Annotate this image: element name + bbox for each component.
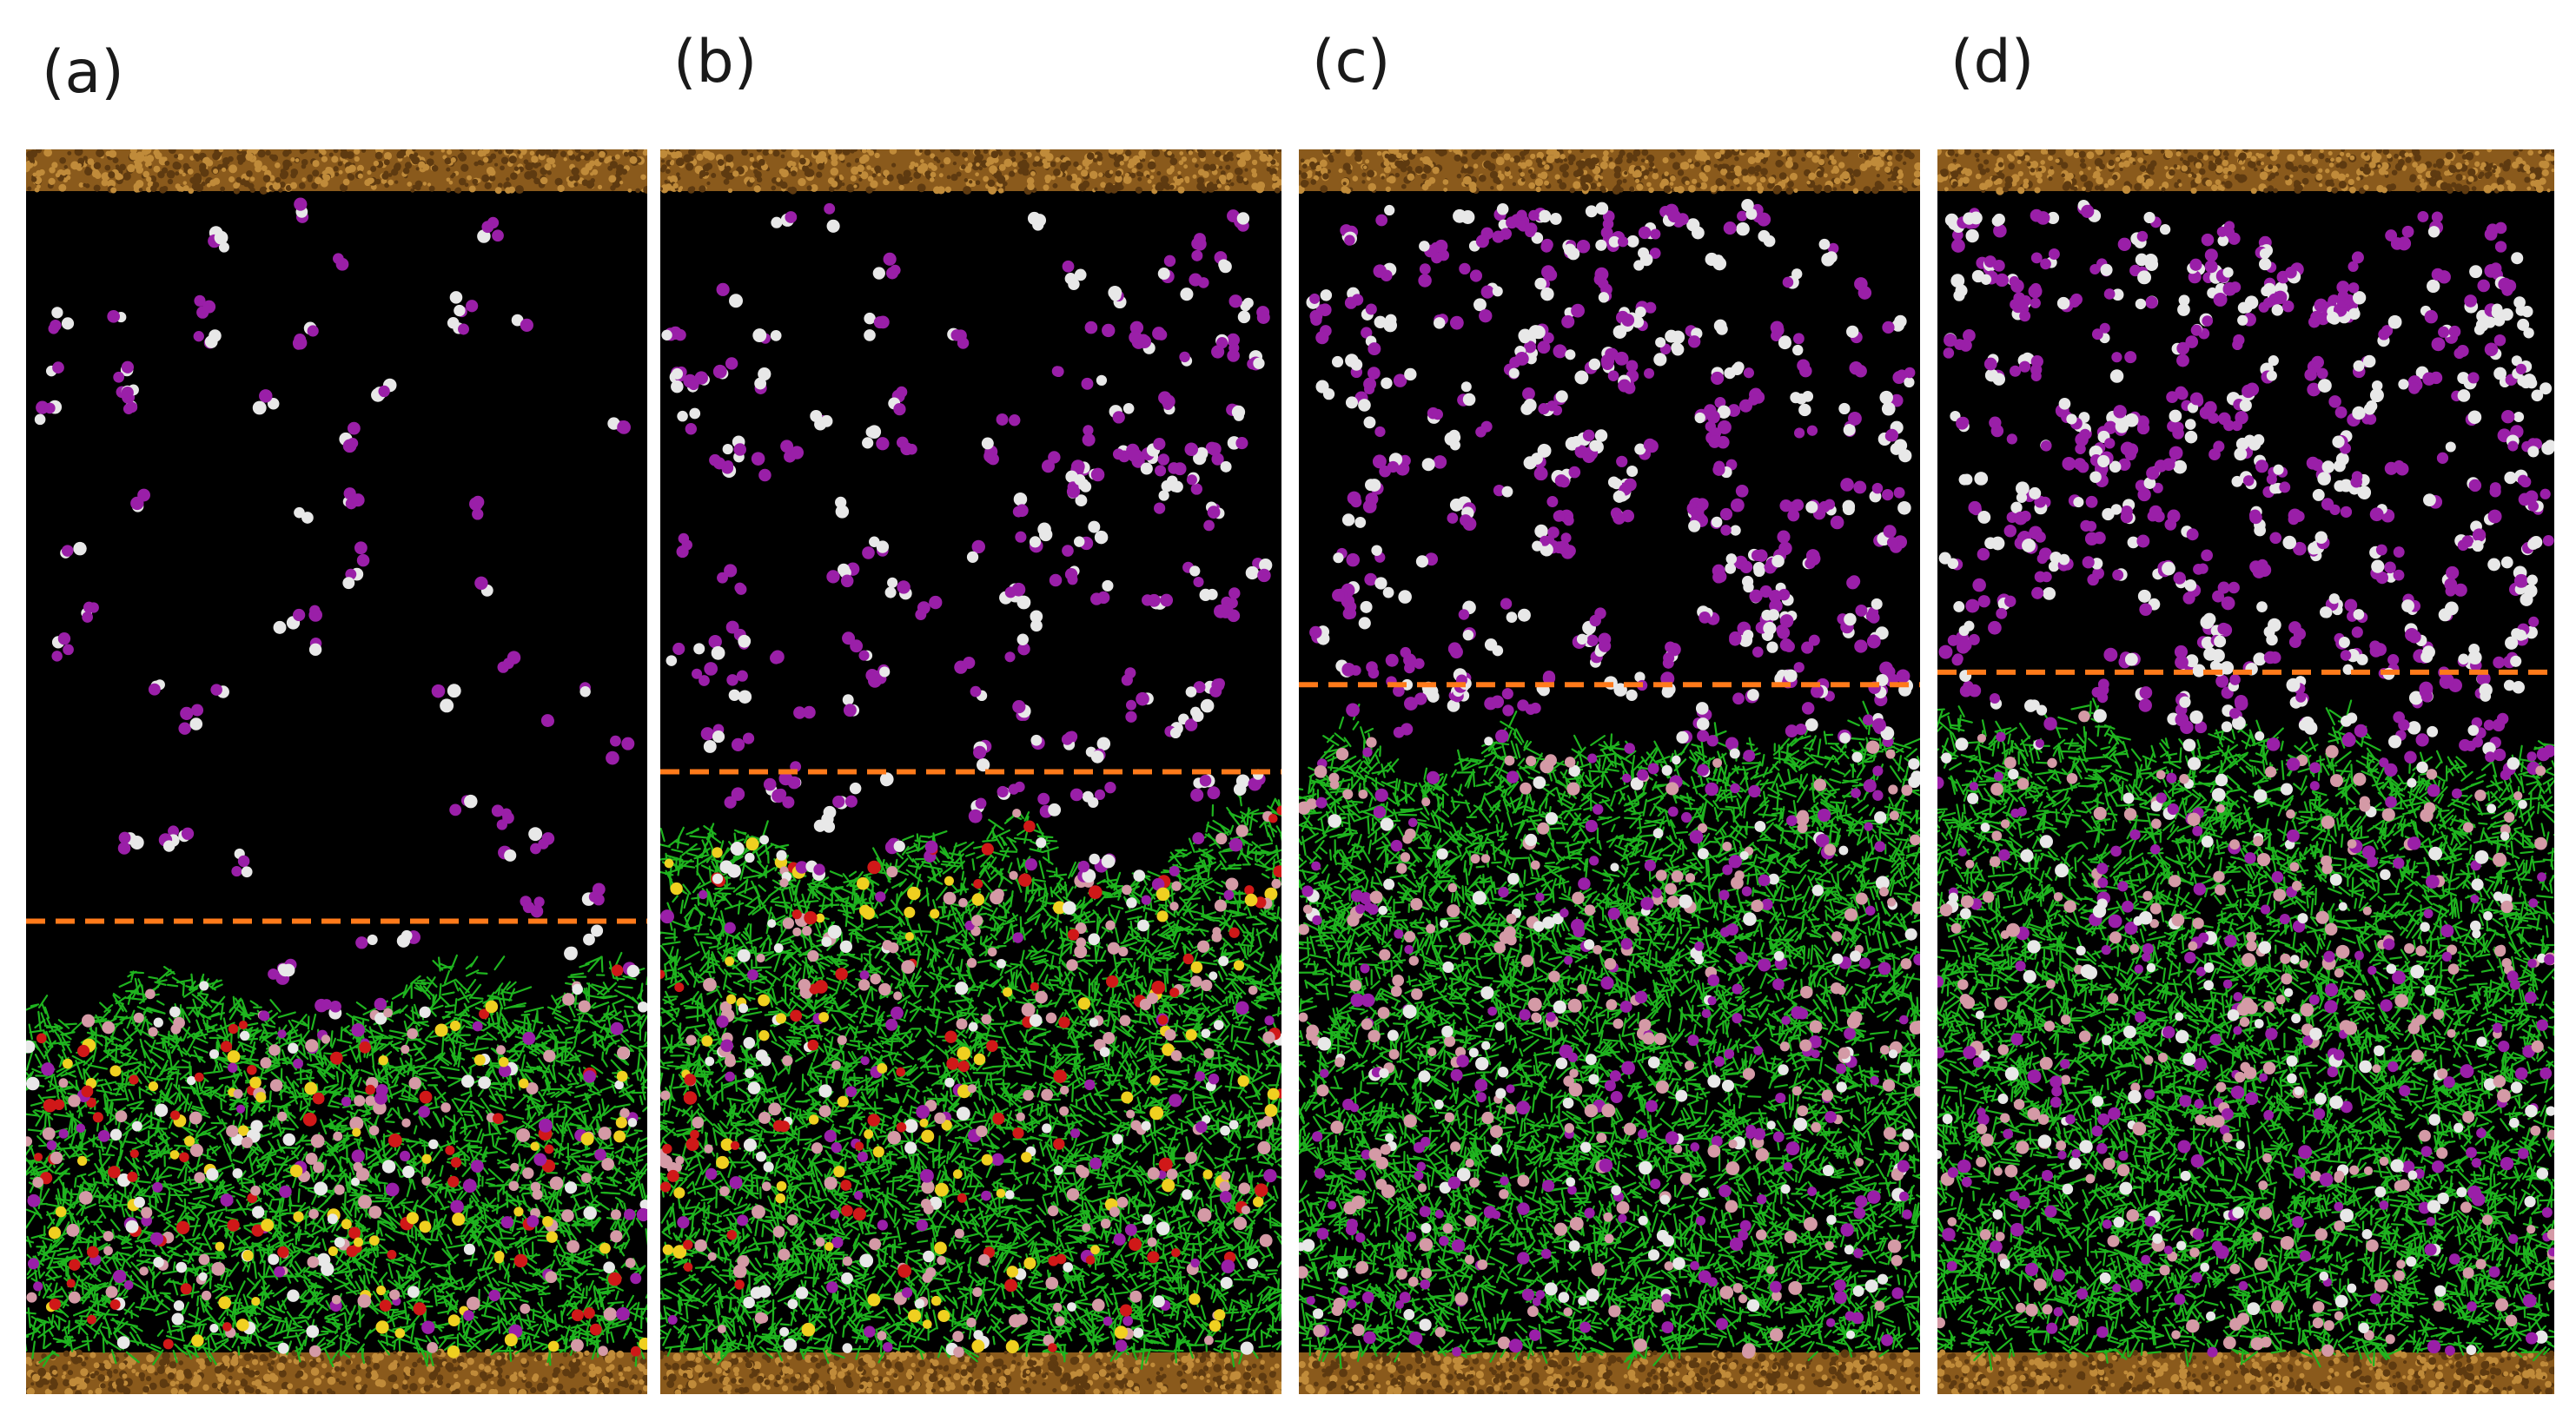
gas-molecules xyxy=(1306,199,1916,747)
polymer-network xyxy=(26,951,647,1367)
gas-molecules xyxy=(34,197,635,1020)
embedded-molecules xyxy=(1937,709,2554,1358)
bottom-wall xyxy=(660,1348,1281,1394)
polymer-network xyxy=(1299,700,1920,1370)
snapshot-panel-a xyxy=(26,149,647,1394)
panel-label-d: (d) xyxy=(1950,33,2034,92)
gas-molecules xyxy=(661,202,1273,883)
panel-label-c: (c) xyxy=(1312,33,1390,92)
top-wall xyxy=(1299,149,1920,195)
bottom-wall xyxy=(1937,1348,2554,1394)
bottom-wall xyxy=(26,1348,647,1394)
snapshot-panel-c xyxy=(1299,149,1920,1394)
snapshot-panel-d xyxy=(1937,149,2554,1394)
polymer-network xyxy=(660,791,1281,1370)
top-wall xyxy=(26,149,647,195)
bottom-wall xyxy=(1299,1348,1920,1394)
embedded-molecules xyxy=(660,805,1281,1358)
top-wall xyxy=(660,149,1281,195)
panel-label-b: (b) xyxy=(673,33,757,92)
panel-label-a: (a) xyxy=(42,43,124,102)
embedded-molecules xyxy=(26,962,647,1359)
simulation-box xyxy=(26,149,647,1394)
gas-molecules xyxy=(1938,199,2554,781)
top-wall xyxy=(1937,149,2554,195)
snapshot-panel-b xyxy=(660,149,1281,1394)
embedded-molecules xyxy=(1299,703,1920,1359)
